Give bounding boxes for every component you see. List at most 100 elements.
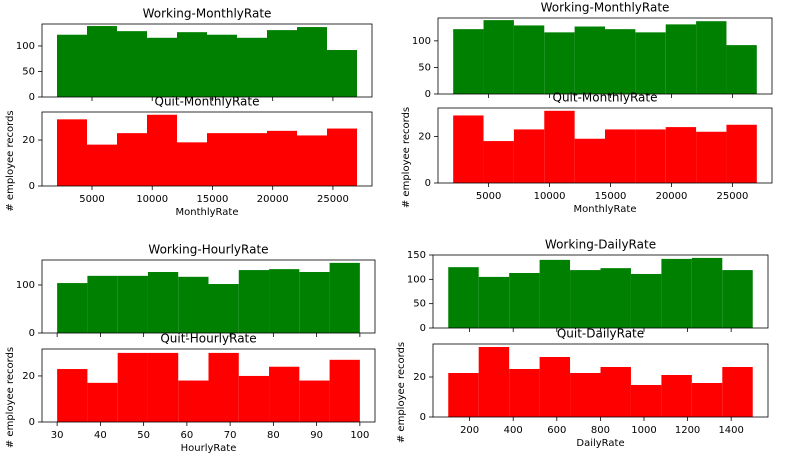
bar — [146, 114, 177, 186]
x-tick-label: 40 — [94, 430, 107, 441]
bar — [116, 31, 147, 98]
bar — [56, 119, 87, 186]
y-tick-label: 100 — [16, 41, 35, 52]
y-axis-label: # employee records — [5, 110, 16, 211]
bar — [297, 27, 328, 98]
y-tick-label: 100 — [407, 274, 426, 285]
y-tick-label: 0 — [29, 328, 35, 339]
subplot-title: Working-MonthlyRate — [143, 7, 272, 21]
bar — [238, 270, 270, 333]
y-tick-label: 0 — [425, 178, 431, 189]
y-tick-label: 50 — [418, 62, 431, 73]
bar — [448, 373, 479, 417]
x-tick-label: 30 — [51, 430, 64, 441]
x-tick-label: 50 — [137, 430, 150, 441]
bar — [87, 275, 118, 333]
subplot-title: Working-HourlyRate — [148, 243, 268, 257]
y-axis-label: # employee records — [401, 107, 412, 208]
bar — [297, 135, 328, 186]
y-tick-label: 0 — [420, 323, 426, 334]
bar — [267, 130, 298, 186]
y-tick-label: 50 — [22, 66, 35, 77]
bar — [483, 141, 514, 183]
y-tick-label: 0 — [29, 417, 35, 428]
bar — [147, 272, 179, 333]
bar — [267, 30, 298, 98]
x-tick-label: 25000 — [717, 191, 749, 202]
bar — [453, 115, 484, 183]
bar — [147, 352, 179, 422]
y-tick-label: 20 — [413, 372, 426, 383]
bar — [117, 275, 148, 333]
axes-frame — [41, 259, 376, 334]
x-tick-label: 25000 — [317, 194, 349, 205]
x-tick-label: 1200 — [675, 425, 700, 436]
bar — [327, 128, 358, 186]
y-tick-label: 20 — [418, 131, 431, 142]
subplot-title: Quit-HourlyRate — [160, 332, 256, 346]
axes-frame — [41, 111, 373, 187]
y-tick-label: 100 — [16, 280, 35, 291]
bar — [207, 133, 238, 186]
bar — [117, 352, 148, 422]
bar — [509, 273, 540, 328]
y-tick-label: 20 — [22, 135, 35, 146]
x-tick-label: 400 — [504, 425, 523, 436]
x-axis-label: DailyRate — [576, 438, 624, 449]
bar — [57, 369, 88, 422]
bar — [600, 367, 631, 417]
x-axis-label: HourlyRate — [181, 443, 237, 454]
bar — [600, 268, 631, 328]
bar — [726, 45, 757, 94]
x-tick-label: 10000 — [136, 194, 168, 205]
x-tick-label: 20000 — [257, 194, 289, 205]
bar — [630, 273, 662, 328]
bar — [513, 25, 545, 94]
y-tick-label: 20 — [22, 371, 35, 382]
bar — [178, 276, 209, 333]
bar — [726, 124, 757, 183]
x-tick-label: 100 — [350, 430, 369, 441]
subplot-title: Quit-MonthlyRate — [553, 91, 658, 105]
x-tick-label: 5000 — [79, 194, 104, 205]
bar — [208, 284, 239, 333]
bar — [544, 32, 575, 94]
x-tick-label: 10000 — [534, 191, 566, 202]
bar — [56, 34, 87, 97]
subplot-title: Quit-MonthlyRate — [155, 95, 260, 109]
bar — [570, 270, 601, 328]
y-tick-label: 0 — [420, 412, 426, 423]
x-tick-label: 600 — [547, 425, 566, 436]
bar — [513, 129, 545, 183]
bar — [570, 373, 601, 417]
x-axis-label: MonthlyRate — [176, 207, 239, 218]
bar — [146, 37, 177, 97]
bar — [237, 37, 268, 97]
x-tick-label: 70 — [224, 430, 237, 441]
bar — [722, 367, 753, 417]
x-tick-label: 200 — [460, 425, 479, 436]
bar — [478, 347, 510, 417]
bar — [605, 29, 636, 94]
axes-frame — [437, 17, 773, 95]
subplot-title: Quit-DailyRate — [557, 327, 644, 341]
bar — [86, 144, 117, 186]
bar — [237, 133, 268, 186]
bar — [696, 21, 727, 94]
bar — [661, 258, 692, 328]
bar — [478, 276, 510, 328]
x-tick-label: 60 — [181, 430, 194, 441]
bar — [691, 383, 723, 417]
x-tick-label: 15000 — [595, 191, 627, 202]
bar — [86, 26, 117, 97]
bar — [269, 366, 300, 422]
bar — [696, 131, 727, 183]
bar — [327, 50, 358, 97]
x-tick-label: 1000 — [631, 425, 656, 436]
axes-frame — [41, 23, 373, 98]
y-tick-label: 150 — [407, 250, 426, 261]
bar — [176, 142, 207, 186]
subplot-title: Working-DailyRate — [545, 238, 656, 252]
y-tick-label: 0 — [29, 92, 35, 103]
